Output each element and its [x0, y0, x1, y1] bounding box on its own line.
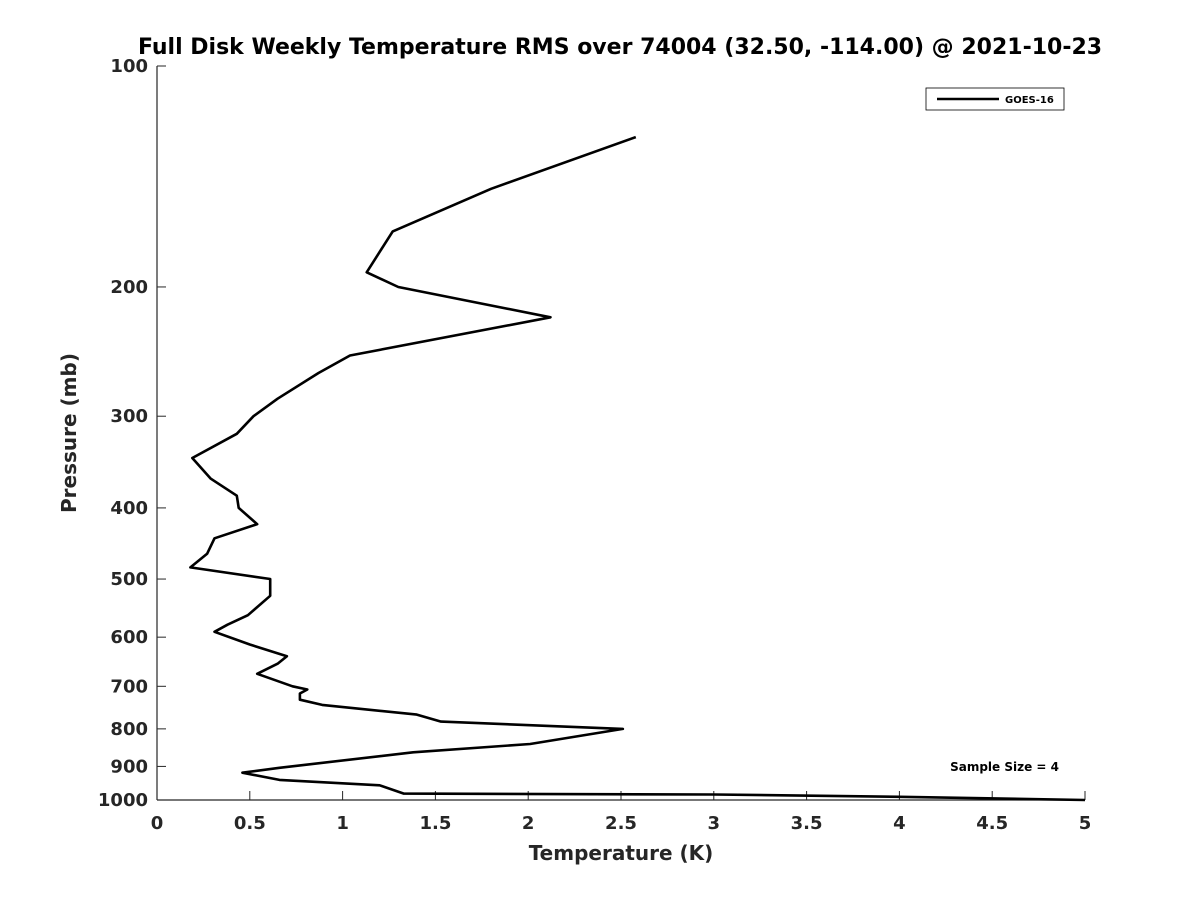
- x-tick-label: 4: [893, 813, 906, 834]
- x-tick-label: 3: [708, 813, 721, 834]
- x-tick-label: 0: [151, 813, 164, 834]
- y-tick-label: 400: [110, 498, 148, 519]
- y-axis-label: Pressure (mb): [57, 353, 81, 513]
- chart-title: Full Disk Weekly Temperature RMS over 74…: [138, 35, 1102, 60]
- x-tick-label: 1: [336, 813, 349, 834]
- x-axis-label: Temperature (K): [529, 841, 714, 865]
- x-tick-label: 3.5: [791, 813, 823, 834]
- y-tick-label: 600: [110, 627, 148, 648]
- x-ticks: 0 0.5 1 1.5 2 2.5 3 3.5 4 4.5 5: [151, 791, 1092, 834]
- x-tick-label: 1.5: [419, 813, 451, 834]
- series-layer: [189, 135, 1086, 802]
- y-tick-label: 700: [110, 676, 148, 697]
- y-tick-label: 1000: [98, 790, 148, 811]
- y-tick-label: 500: [110, 569, 148, 590]
- y-tick-label: 900: [110, 756, 148, 777]
- x-tick-label: 4.5: [976, 813, 1008, 834]
- x-tick-label: 2.5: [605, 813, 637, 834]
- legend: GOES-16: [925, 87, 1065, 111]
- x-tick-label: 5: [1079, 813, 1092, 834]
- legend-label-goes-16: GOES-16: [1005, 95, 1054, 106]
- y-tick-label: 300: [110, 406, 148, 427]
- x-tick-label: 0.5: [234, 813, 266, 834]
- series-line-goes-16: [189, 135, 1086, 802]
- y-ticks: 100 200 300 400 500 600 700 800 900 1000: [98, 56, 166, 811]
- y-tick-label: 200: [110, 277, 148, 298]
- sample-size-annotation: Sample Size = 4: [950, 760, 1059, 774]
- y-tick-label: 800: [110, 719, 148, 740]
- x-tick-label: 2: [522, 813, 535, 834]
- y-tick-label: 100: [110, 56, 148, 77]
